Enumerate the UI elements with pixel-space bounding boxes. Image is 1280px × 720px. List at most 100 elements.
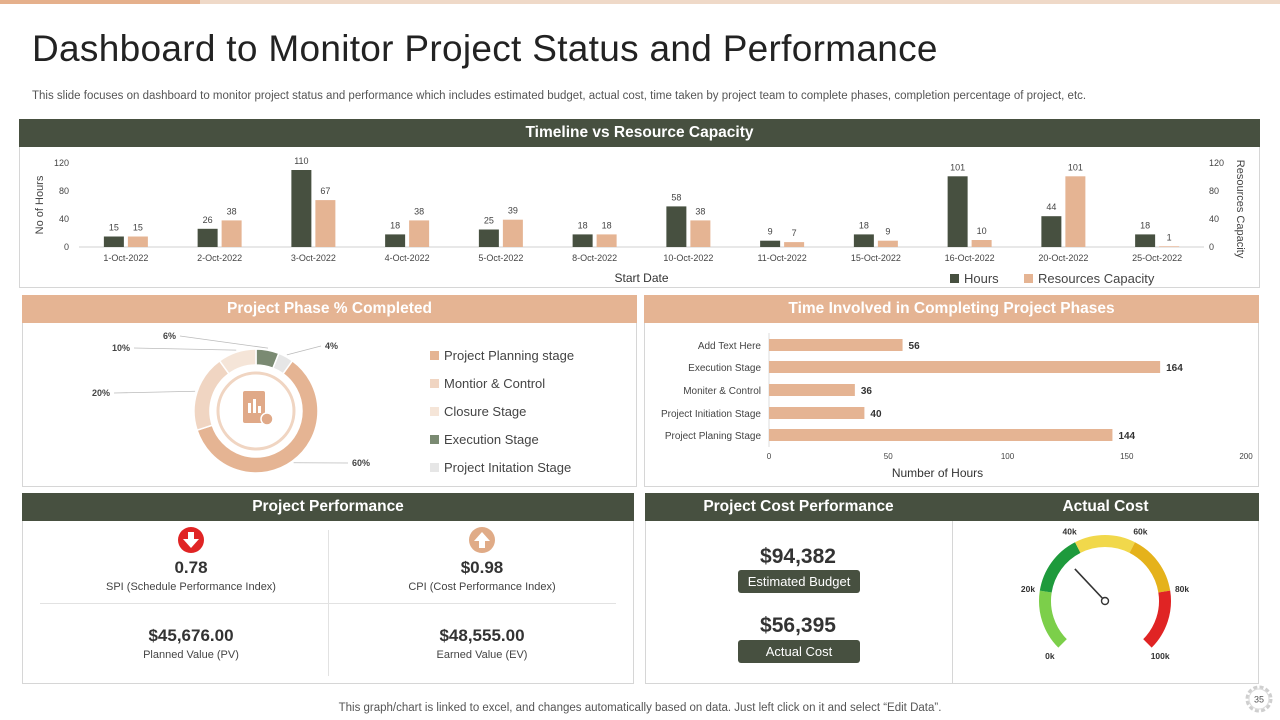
y2-tick-label: 0 (1209, 242, 1214, 252)
time-bar (769, 407, 865, 419)
page-subtitle: This slide focuses on dashboard to monit… (32, 90, 1087, 102)
bar-hours (666, 206, 687, 247)
phase-legend-swatch (430, 351, 439, 360)
legend-capacity: Resources Capacity (1024, 271, 1154, 286)
phase-legend-swatch (430, 435, 439, 444)
time-bar (769, 384, 855, 396)
data-label-capacity: 101 (1068, 162, 1083, 172)
category-label: Execution Stage (688, 363, 761, 374)
cost-header: Project Cost Performance (645, 493, 952, 521)
bar-capacity (221, 220, 242, 247)
category-label: Project Initiation Stage (661, 409, 761, 420)
phase-legend-item: Montior & Control (430, 376, 545, 391)
x-tick-label: 3-Oct-2022 (291, 253, 336, 263)
bar-hours (478, 229, 499, 247)
estimated-budget-label: Estimated Budget (738, 570, 860, 593)
bar-capacity (127, 236, 148, 247)
bar-hours (197, 228, 218, 247)
x-tick-label: 100 (1001, 452, 1015, 461)
pv-block: $45,676.00 Planned Value (PV) (60, 626, 322, 661)
x-tick-label: 10-Oct-2022 (663, 253, 713, 263)
slice-percent-label: 60% (352, 458, 370, 468)
legend-hours: Hours (950, 271, 999, 286)
report-gear-icon (243, 391, 274, 426)
data-label-hours: 18 (859, 220, 869, 230)
data-label-capacity: 39 (508, 206, 518, 216)
donut-slice (218, 348, 257, 375)
phase-legend-label: Project Initation Stage (444, 460, 572, 475)
x-tick-label: 20-Oct-2022 (1038, 253, 1088, 263)
phase-legend-label: Montior & Control (444, 376, 546, 391)
legend-capacity-label: Resources Capacity (1038, 271, 1155, 286)
data-label-hours: 58 (671, 192, 681, 202)
ev-block: $48,555.00 Earned Value (EV) (352, 626, 612, 661)
x-tick-label: 16-Oct-2022 (945, 253, 995, 263)
slice-percent-label: 20% (92, 388, 110, 398)
data-label-capacity: 38 (227, 206, 237, 216)
category-label: Project Planing Stage (665, 431, 762, 442)
y2-tick-label: 40 (1209, 214, 1219, 224)
performance-divider-horizontal (40, 603, 616, 604)
legend-capacity-swatch (1024, 274, 1033, 283)
ev-value: $48,555.00 (439, 626, 525, 645)
time-bar-chart[interactable]: Add Text Here 56 Execution Stage 164 Moniter… (644, 323, 1259, 487)
top-accent-highlight (0, 0, 200, 4)
cost-divider (952, 521, 953, 684)
x-tick-label: 15-Oct-2022 (851, 253, 901, 263)
ev-label: Earned Value (EV) (436, 649, 528, 661)
x-tick-label: 0 (767, 452, 772, 461)
timeline-chart[interactable]: 0 40 80 120 0 40 80 120 No of Hours Resources Cap… (19, 147, 1260, 288)
data-label-hours: 44 (1046, 202, 1056, 212)
y-tick-label: 0 (64, 242, 69, 252)
y-axis-title: No of Hours (34, 175, 46, 234)
gauge-segment (1039, 542, 1081, 593)
data-label-hours: 26 (203, 215, 213, 225)
data-label-hours: 9 (768, 227, 773, 237)
bar-hours (1135, 234, 1156, 247)
phase-donut-chart[interactable]: 6% 4% 60% 20% 10% (22, 323, 422, 487)
cpi-value: $0.98 (460, 558, 504, 577)
page-number-badge: 35 (1245, 685, 1273, 713)
x-tick-label: 200 (1239, 452, 1253, 461)
phase-legend-label: Execution Stage (444, 432, 539, 447)
bar-hours (385, 234, 406, 247)
actual-cost-label: Actual Cost (738, 640, 860, 663)
bar-hours (1041, 216, 1062, 247)
spi-label: SPI (Schedule Performance Index) (106, 581, 276, 593)
actual-cost-value: $56,395 (760, 614, 836, 637)
bar-capacity (971, 240, 992, 247)
page-number-disc (1248, 688, 1270, 710)
y2-tick-label: 80 (1209, 186, 1219, 196)
actual-cost-gauge[interactable]: 0k 20k 40k 60k 80k 100k (952, 521, 1259, 684)
data-label-capacity: 18 (602, 220, 612, 230)
bar-hours (853, 234, 874, 247)
time-bar-value: 56 (909, 341, 921, 352)
data-label-capacity: 15 (133, 223, 143, 233)
data-label-capacity: 1 (1167, 232, 1172, 242)
gauge-needle (1074, 568, 1106, 602)
x-tick-label: 50 (884, 452, 893, 461)
bar-capacity (1159, 246, 1180, 247)
time-bar-value: 164 (1166, 363, 1183, 374)
x-tick-label: 150 (1120, 452, 1134, 461)
x-tick-label: 25-Oct-2022 (1132, 253, 1182, 263)
bar-capacity (784, 242, 805, 247)
phase-legend-swatch (430, 379, 439, 388)
footer-note: This graph/chart is linked to excel, and… (338, 702, 942, 714)
gauge-tick-label: 100k (1151, 651, 1170, 661)
time-bar (769, 361, 1161, 373)
data-label-capacity: 67 (320, 186, 330, 196)
legend-hours-swatch (950, 274, 959, 283)
timeline-panel (19, 119, 1260, 288)
gauge-tick-label: 80k (1175, 584, 1189, 594)
slice-leader-line (113, 390, 196, 394)
data-label-hours: 101 (950, 162, 965, 172)
bar-hours (291, 170, 312, 247)
bar-capacity (877, 240, 898, 247)
bar-capacity (596, 234, 617, 247)
x-tick-label: 5-Oct-2022 (478, 253, 523, 263)
bar-capacity (409, 220, 430, 247)
slice-percent-label: 6% (163, 331, 176, 341)
time-header: Time Involved in Completing Project Phas… (644, 295, 1259, 323)
y-tick-label: 80 (59, 186, 69, 196)
